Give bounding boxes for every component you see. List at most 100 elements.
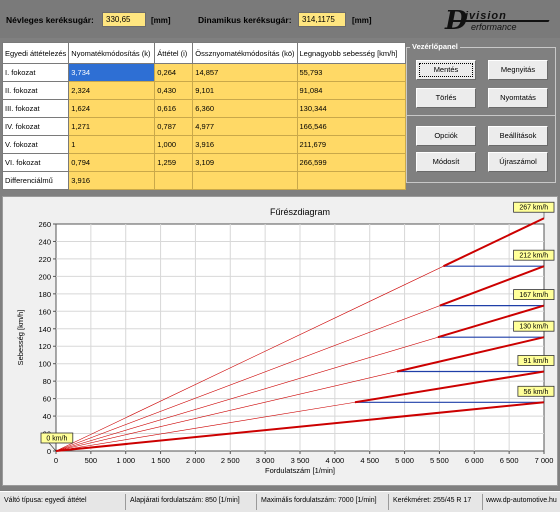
table-cell[interactable]: [192, 171, 298, 190]
table-cell[interactable]: 1: [68, 135, 156, 154]
row-label: I. fokozat: [1, 63, 70, 82]
header-bar: [0, 0, 560, 38]
status-tire-size: Kerékméret: 255/45 R 17: [393, 497, 472, 504]
table-cell[interactable]: 0,787: [154, 117, 194, 136]
table-cell[interactable]: 1,271: [68, 117, 156, 136]
table-cell[interactable]: 130,344: [296, 99, 406, 118]
x-axis-label: Fordulatszám [1/min]: [265, 466, 335, 475]
y-tick-label: 80: [43, 377, 51, 386]
speed-annotation-box: [513, 201, 555, 213]
table-cell[interactable]: 0,616: [154, 99, 194, 118]
table-cell[interactable]: [154, 171, 194, 190]
table-cell[interactable]: 3,916: [68, 171, 156, 190]
table-row: III. fokozat 1,624 0,616 6,360 130,344: [1, 99, 406, 118]
dynamic-unit: [mm]: [352, 16, 372, 25]
y-tick-label: 0: [47, 447, 51, 456]
gear-line-thick: [354, 370, 545, 404]
table-cell[interactable]: 14,857: [192, 63, 298, 82]
table-cell[interactable]: 3,109: [192, 153, 298, 172]
table-cell[interactable]: 211,679: [296, 135, 406, 154]
x-tick-label: 0: [54, 456, 58, 465]
col-header: Egyedi áttételezés: [1, 42, 70, 64]
table-cell[interactable]: 9,101: [192, 81, 298, 100]
status-gear-type: Váltó típusa: egyedi áttétel: [4, 497, 87, 504]
x-tick-label: 7 000: [535, 456, 554, 465]
col-header: Legnagyobb sebesség [km/h]: [296, 42, 406, 64]
table-cell[interactable]: 4,977: [192, 117, 298, 136]
modify-button[interactable]: Módosít: [416, 152, 476, 172]
status-divider: [482, 494, 483, 510]
options-button[interactable]: Opciók: [416, 126, 476, 146]
table-cell[interactable]: 6,360: [192, 99, 298, 118]
y-tick-label: 60: [43, 395, 51, 404]
table-cell[interactable]: 1,000: [154, 135, 194, 154]
logo-main: ivision: [465, 10, 507, 22]
y-tick-label: 240: [38, 237, 51, 246]
speed-annotation-box: [40, 432, 74, 444]
table-cell[interactable]: 1,259: [154, 153, 194, 172]
x-tick-label: 5 500: [430, 456, 449, 465]
print-button[interactable]: Nyomtatás: [488, 88, 548, 108]
row-label: IV. fokozat: [1, 117, 70, 136]
y-tick-label: 160: [38, 307, 51, 316]
speed-annotation: 0 km/h: [46, 436, 67, 443]
table-cell[interactable]: 1,624: [68, 99, 156, 118]
table-cell[interactable]: 91,084: [296, 81, 406, 100]
table-cell[interactable]: 55,793: [296, 63, 406, 82]
speed-annotation: 267 km/h: [519, 205, 548, 212]
y-tick-label: 40: [43, 412, 51, 421]
x-tick-label: 6 500: [500, 456, 519, 465]
y-tick-label: 220: [38, 255, 51, 264]
table-row: VI. fokozat 0,794 1,259 3,109 266,599: [1, 153, 406, 172]
speed-annotation: 56 km/h: [523, 389, 548, 396]
settings-button[interactable]: Beállítások: [488, 126, 548, 146]
gear-line-thick: [55, 401, 545, 452]
chart-area: Fűrészdiagram020406080100120140160180200…: [2, 196, 558, 486]
table-row: IV. fokozat 1,271 0,787 4,977 166,546: [1, 117, 406, 136]
y-tick-label: 100: [38, 360, 51, 369]
annotation-leader: [48, 442, 57, 452]
table-cell[interactable]: 0,264: [154, 63, 194, 82]
gear-line-thick: [439, 265, 545, 307]
row-label: VI. fokozat: [1, 153, 70, 172]
nominal-radius-field[interactable]: 330,65: [102, 12, 146, 27]
col-header: Áttétel (i): [154, 42, 194, 64]
division-performance-logo: D ivision erformance: [445, 8, 555, 34]
table-cell[interactable]: 0,794: [68, 153, 156, 172]
row-label: Differenciálmű: [1, 171, 70, 190]
table-cell[interactable]: 166,546: [296, 117, 406, 136]
x-tick-label: 4 500: [360, 456, 379, 465]
status-url[interactable]: www.dp-automotive.hu: [486, 497, 557, 504]
status-divider: [256, 494, 257, 510]
open-button[interactable]: Megnyitás: [488, 60, 548, 80]
table-cell[interactable]: [296, 171, 406, 190]
speed-annotation-box: [513, 249, 555, 261]
x-tick-label: 2 500: [221, 456, 240, 465]
row-label: III. fokozat: [1, 99, 70, 118]
x-tick-label: 1 000: [116, 456, 135, 465]
speed-annotation: 130 km/h: [519, 324, 548, 331]
status-bar: Váltó típusa: egyedi áttétel Alapjárati …: [0, 491, 560, 512]
col-header: Nyomatékmódosítás (k): [68, 42, 156, 64]
nominal-radius-label: Névleges keréksugár:: [6, 15, 94, 25]
table-cell[interactable]: 3,734: [68, 63, 156, 82]
x-tick-label: 3 500: [291, 456, 310, 465]
recalc-button[interactable]: Újraszámol: [488, 152, 548, 172]
row-label: II. fokozat: [1, 81, 70, 100]
table-cell[interactable]: 3,916: [192, 135, 298, 154]
table-cell[interactable]: 0,430: [154, 81, 194, 100]
chart-title: Fűrészdiagram: [270, 207, 330, 217]
dynamic-radius-field[interactable]: 314,1175: [298, 12, 346, 27]
table-cell[interactable]: 266,599: [296, 153, 406, 172]
y-tick-label: 200: [38, 272, 51, 281]
status-max-rpm: Maximális fordulatszám: 7000 [1/min]: [261, 497, 377, 504]
x-tick-label: 5 000: [395, 456, 414, 465]
speed-annotation: 167 km/h: [519, 292, 548, 299]
gear-line-thick: [437, 304, 545, 339]
table-cell[interactable]: 2,324: [68, 81, 156, 100]
y-tick-label: 140: [38, 325, 51, 334]
table-row: Differenciálmű 3,916: [1, 171, 406, 190]
save-button[interactable]: Mentés: [416, 60, 476, 80]
gear-table-header: Egyedi áttételezés Nyomatékmódosítás (k)…: [1, 42, 406, 64]
delete-button[interactable]: Törlés: [416, 88, 476, 108]
